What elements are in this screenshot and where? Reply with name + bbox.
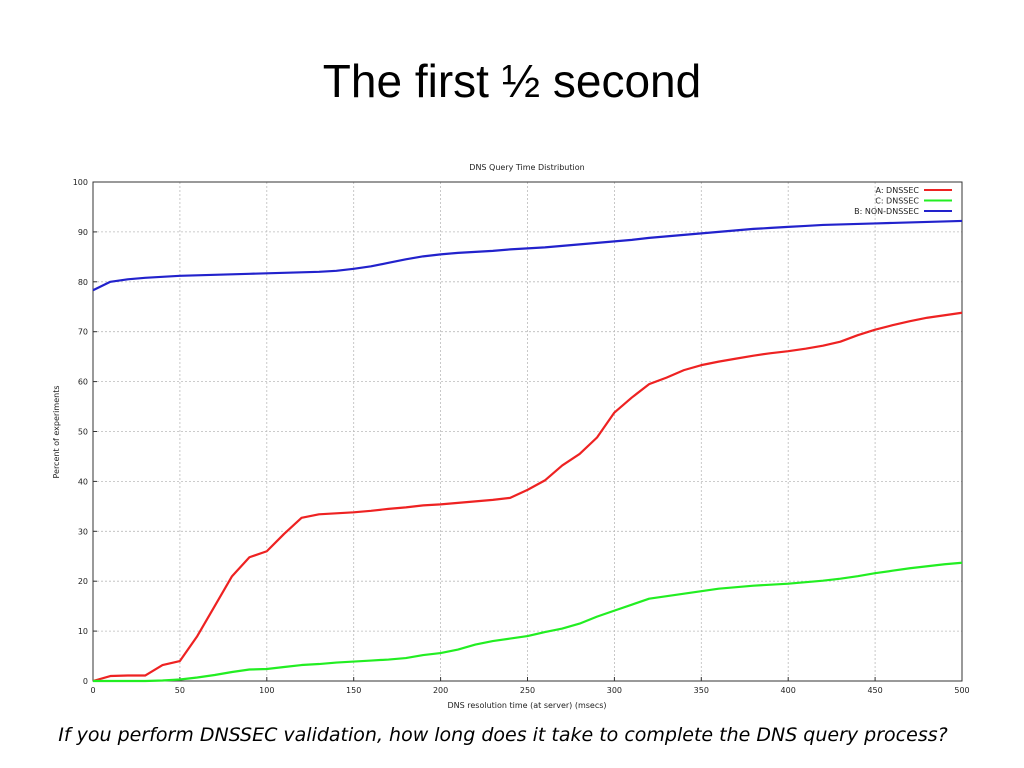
- x-tick-label: 350: [694, 686, 709, 695]
- plot-frame: [92, 181, 963, 682]
- data-line: [92, 219, 963, 292]
- data-line: [93, 561, 963, 683]
- y-tick-label: 100: [73, 178, 88, 187]
- legend-label: B: NON-DNSSEC: [854, 207, 919, 216]
- y-tick-label: 70: [78, 328, 88, 337]
- x-tick-label: 450: [867, 686, 882, 695]
- legend-label: C: DNSSEC: [875, 197, 919, 206]
- x-tick-label: 100: [259, 686, 274, 695]
- x-tick-label: 300: [607, 686, 622, 695]
- x-tick-label: 400: [781, 686, 796, 695]
- y-tick-label: 80: [78, 278, 88, 287]
- y-tick-label: 90: [78, 228, 88, 237]
- x-tick-label: 200: [433, 686, 448, 695]
- caption: If you perform DNSSEC validation, how lo…: [58, 724, 947, 746]
- y-tick-label: 50: [78, 428, 88, 437]
- slide-title: The first ½ second: [323, 55, 701, 107]
- chart-title: DNS Query Time Distribution: [469, 163, 584, 172]
- y-tick-label: 60: [78, 378, 88, 387]
- x-tick-label: 50: [175, 686, 185, 695]
- legend-label: A: DNSSEC: [875, 186, 919, 195]
- y-tick-label: 30: [78, 527, 88, 536]
- y-tick-label: 10: [78, 627, 88, 636]
- y-axis-label: Percent of experiments: [52, 385, 61, 478]
- x-tick-label: 250: [520, 686, 535, 695]
- y-tick-label: 0: [83, 677, 88, 686]
- x-tick-label: 500: [954, 686, 969, 695]
- x-tick-label: 0: [90, 686, 95, 695]
- x-axis-label: DNS resolution time (at server) (msecs): [447, 701, 606, 710]
- data-line: [92, 311, 963, 683]
- y-tick-label: 40: [78, 477, 88, 486]
- x-tick-label: 150: [346, 686, 361, 695]
- y-tick-label: 20: [78, 577, 88, 586]
